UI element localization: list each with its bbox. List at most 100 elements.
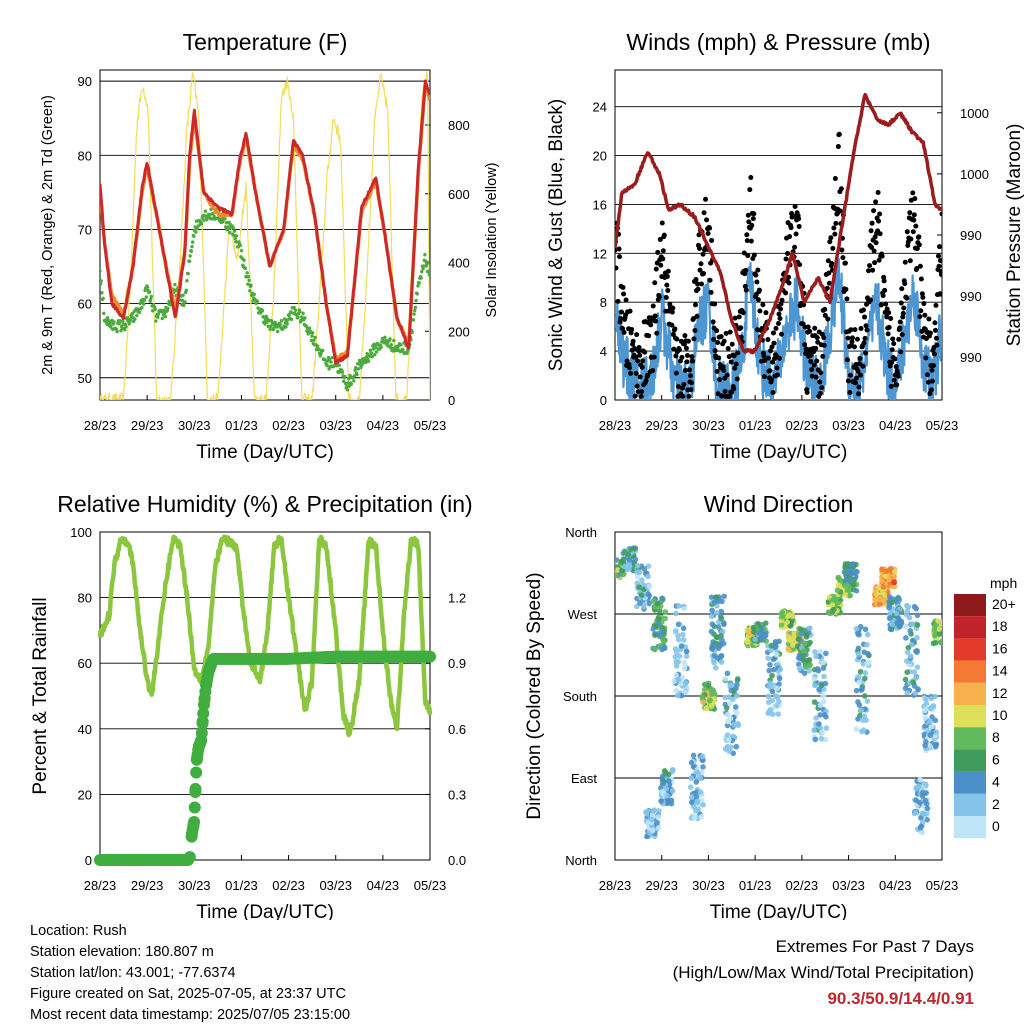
colorbar-label: 14: [992, 663, 1008, 679]
dewpoint-point: [247, 278, 251, 283]
gust-point: [792, 244, 798, 250]
direction-point: [777, 666, 784, 673]
gust-point: [778, 306, 784, 312]
dewpoint-point: [415, 292, 420, 296]
x-tick-label: 01/23: [225, 878, 258, 893]
x-tick-label: 05/23: [926, 878, 959, 893]
direction-point: [904, 608, 911, 614]
dewpoint-point: [135, 313, 139, 318]
direction-point: [718, 632, 724, 639]
gust-point: [627, 308, 633, 314]
direction-point: [767, 661, 773, 668]
gust-point: [934, 342, 940, 348]
gust-point: [833, 220, 839, 226]
direction-point: [666, 778, 672, 784]
gust-point: [875, 189, 881, 195]
direction-point: [733, 743, 740, 750]
rain-point: [188, 801, 201, 814]
direction-point: [709, 646, 716, 652]
gust-point: [897, 319, 903, 325]
dewpoint-point: [371, 347, 376, 351]
gust-point: [911, 217, 917, 223]
dewpoint-point: [301, 311, 305, 315]
direction-point: [822, 680, 829, 687]
direction-point: [775, 711, 782, 717]
direction-point: [889, 599, 895, 606]
gust-point: [761, 353, 767, 359]
gust-point: [636, 345, 642, 351]
direction-point: [904, 690, 911, 696]
gust-point: [740, 310, 746, 316]
gust-point: [681, 381, 687, 387]
gust-point: [650, 303, 656, 309]
dewpoint-point: [160, 316, 164, 321]
direction-point: [855, 645, 862, 652]
direction-point: [713, 640, 719, 646]
gust-point: [693, 276, 699, 282]
colorbar-label: 18: [992, 618, 1008, 634]
dewpoint-point: [374, 350, 379, 354]
pressure-line: [615, 92, 942, 355]
direction-point: [942, 622, 948, 628]
dewpoint-point: [232, 233, 236, 238]
gust-point: [822, 312, 828, 318]
direction-point: [765, 710, 772, 716]
direction-point: [857, 668, 864, 675]
dewpoint-point: [252, 292, 256, 297]
gust-point: [711, 336, 717, 342]
direction-point: [862, 626, 869, 633]
dewpoint-point: [346, 381, 350, 385]
direction-point: [898, 618, 905, 625]
gust-point: [889, 347, 895, 353]
direction-point: [829, 602, 836, 608]
gust-point: [734, 376, 740, 382]
gust-point: [786, 280, 792, 286]
gust-point: [831, 225, 837, 231]
gust-point: [821, 335, 827, 341]
dewpoint-point: [124, 325, 128, 329]
gust-point: [684, 352, 690, 358]
gust-point: [900, 310, 906, 316]
gust-point: [623, 297, 629, 303]
gust-point: [872, 260, 878, 266]
dewpoint-point: [313, 335, 317, 340]
direction-point: [903, 635, 909, 641]
dewpoint-point: [335, 363, 339, 368]
dewpoint-point: [194, 230, 198, 234]
direction-point: [724, 743, 731, 750]
direction-point: [649, 827, 656, 834]
dewpoint-point: [401, 347, 405, 352]
direction-point: [848, 561, 855, 568]
direction-point: [664, 792, 670, 799]
x-tick-label: 01/23: [739, 878, 772, 893]
gust-point: [639, 364, 645, 370]
dewpoint-point: [364, 360, 368, 365]
gust-point: [838, 186, 844, 192]
direction-point: [907, 627, 914, 634]
direction-point: [680, 631, 686, 638]
gust-point: [707, 277, 713, 283]
gust-point: [849, 335, 855, 341]
gust-point: [731, 386, 737, 392]
gust-point: [673, 353, 679, 359]
direction-point: [887, 615, 893, 621]
gust-point: [643, 378, 649, 384]
direction-point: [790, 635, 796, 642]
direction-point: [778, 621, 785, 628]
x-tick-label: 05/23: [414, 878, 447, 893]
gust-point: [917, 263, 923, 269]
direction-point: [801, 670, 808, 676]
x-tick-label: 28/23: [84, 418, 117, 433]
gust-point: [745, 253, 751, 259]
gust-point: [879, 253, 885, 259]
gust-point: [910, 229, 916, 235]
gust-point: [898, 300, 904, 306]
gust-point: [914, 246, 920, 252]
direction-point: [883, 568, 890, 574]
gust-point: [728, 359, 734, 365]
gust-point: [852, 380, 858, 386]
gust-point: [776, 320, 781, 326]
direction-point: [779, 613, 786, 620]
direction-point: [660, 638, 667, 645]
gust-point: [634, 332, 640, 338]
